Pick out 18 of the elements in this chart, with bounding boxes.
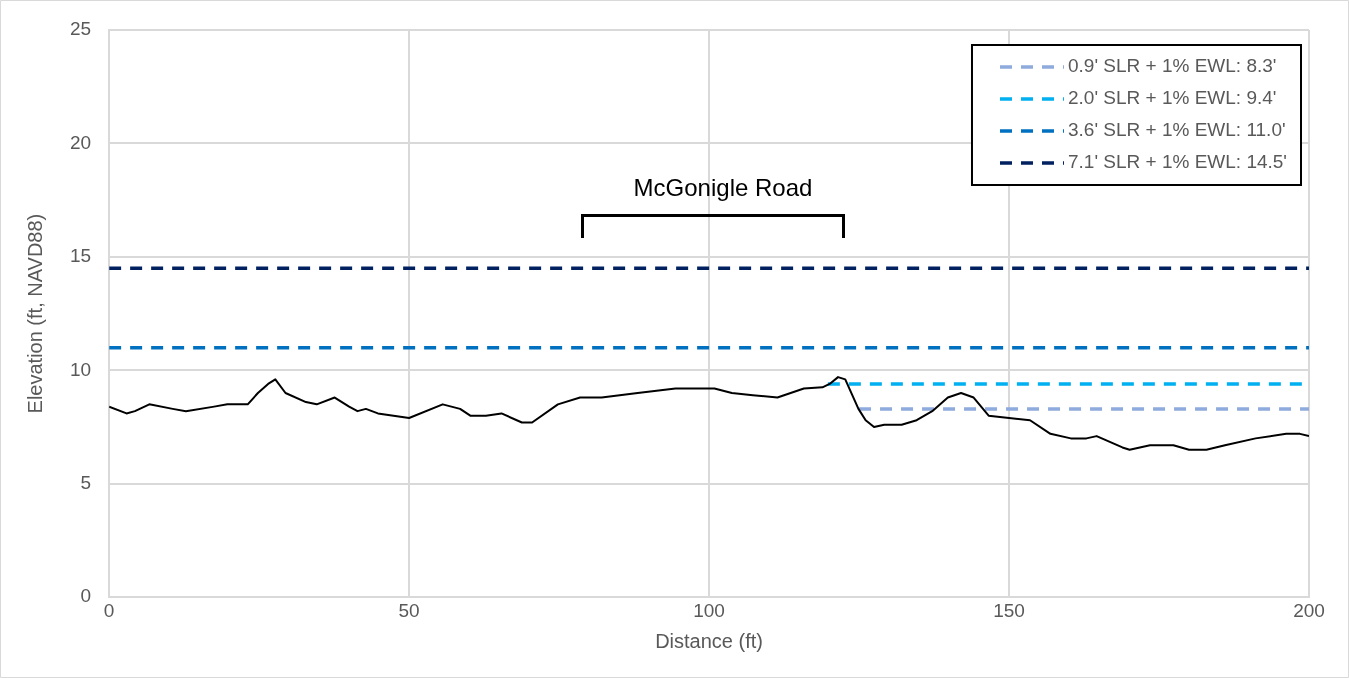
- annotation: McGonigle Road: [632, 174, 814, 202]
- y-tick-label: 0: [80, 585, 92, 607]
- legend-label: 7.1' SLR + 1% EWL: 14.5': [1067, 151, 1288, 173]
- x-axis-title: Distance (ft): [655, 629, 763, 652]
- y-tick-label: 10: [69, 358, 92, 380]
- y-tick-label: 25: [69, 18, 92, 40]
- y-tick-label: 5: [80, 471, 92, 493]
- legend-label: 3.6' SLR + 1% EWL: 11.0': [1067, 119, 1286, 141]
- x-tick-label: 50: [398, 599, 420, 621]
- y-tick-label: 15: [69, 245, 92, 267]
- y-axis-title: Elevation (ft, NAVD88): [23, 213, 46, 414]
- x-tick-label: 200: [1293, 599, 1325, 621]
- x-tick-label: 0: [103, 599, 115, 621]
- y-tick-label: 20: [69, 131, 92, 153]
- x-tick-label: 100: [693, 599, 725, 621]
- legend-label: 0.9' SLR + 1% EWL: 8.3': [1067, 55, 1277, 77]
- legend-label: 2.0' SLR + 1% EWL: 9.4': [1067, 87, 1277, 109]
- x-tick-label: 150: [993, 599, 1025, 621]
